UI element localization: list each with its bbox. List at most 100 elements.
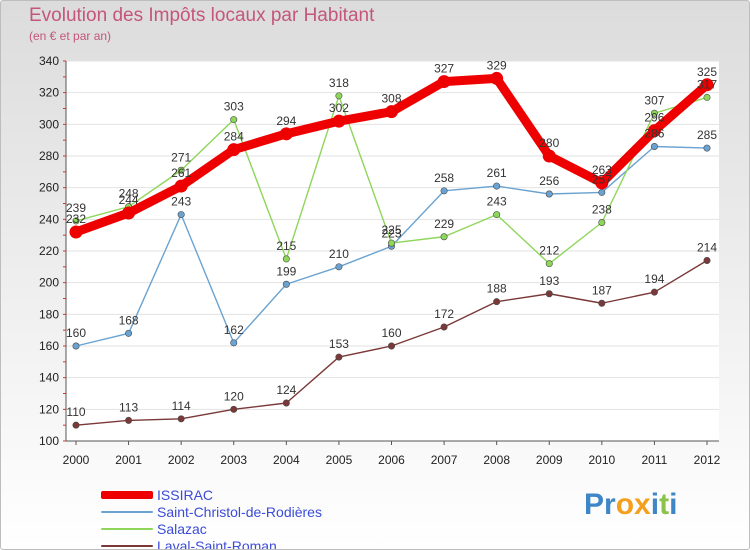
data-point [72, 217, 80, 225]
data-label: 258 [434, 171, 454, 185]
y-tick-label: 180 [39, 307, 59, 321]
data-point [335, 353, 343, 361]
data-point [177, 166, 185, 174]
data-label: 318 [329, 76, 349, 90]
data-label: 244 [119, 193, 139, 207]
legend-swatch [101, 491, 153, 499]
data-label: 114 [172, 399, 191, 413]
data-point [282, 399, 290, 407]
data-label: 210 [329, 247, 349, 261]
data-point [387, 239, 395, 247]
data-label: 280 [539, 136, 559, 150]
data-label: 215 [276, 239, 296, 253]
y-tick-label: 120 [39, 402, 59, 416]
data-point [72, 342, 80, 350]
data-label: 160 [381, 326, 401, 340]
data-point [282, 255, 290, 263]
data-point [174, 179, 188, 193]
x-tick-label: 2008 [483, 453, 510, 467]
data-point [703, 93, 711, 101]
data-point [387, 342, 395, 350]
logo-letter: i [669, 488, 678, 521]
x-tick-label: 2001 [115, 453, 142, 467]
x-tick-label: 2012 [694, 453, 721, 467]
x-tick-label: 2003 [220, 453, 247, 467]
data-label: 329 [487, 58, 507, 72]
data-point [227, 143, 241, 157]
x-tick-label: 2005 [326, 453, 353, 467]
data-label: 238 [592, 203, 612, 217]
data-point [542, 149, 556, 163]
data-label: 308 [381, 92, 401, 106]
x-tick-label: 2009 [536, 453, 563, 467]
data-point [545, 260, 553, 268]
data-point [69, 225, 83, 239]
data-label: 239 [66, 201, 86, 215]
data-label: 294 [276, 114, 296, 128]
data-label: 194 [644, 272, 664, 286]
legend-swatch [101, 545, 153, 547]
data-label: 261 [171, 166, 191, 180]
data-label: 113 [119, 400, 138, 414]
y-tick-label: 100 [39, 434, 59, 448]
legend-label: Salazac [157, 521, 207, 537]
x-tick-label: 2004 [273, 453, 300, 467]
data-point [598, 188, 606, 196]
data-label: 285 [697, 128, 717, 142]
data-label: 307 [644, 93, 664, 107]
data-point [493, 182, 501, 190]
data-label: 212 [539, 244, 559, 258]
data-label: 257 [592, 172, 612, 186]
data-point [335, 263, 343, 271]
proxiti-logo: Proxiti [584, 488, 677, 522]
data-label: 302 [329, 101, 349, 115]
data-point [335, 92, 343, 100]
legend-swatch [101, 528, 153, 530]
y-tick-label: 340 [39, 54, 59, 68]
x-tick-label: 2000 [63, 453, 90, 467]
data-label: 172 [434, 307, 454, 321]
data-label: 296 [644, 111, 664, 125]
logo-letter: r [604, 488, 616, 521]
data-point [490, 71, 504, 85]
data-point [440, 233, 448, 241]
data-point [650, 109, 658, 117]
data-point [230, 339, 238, 347]
data-point [332, 114, 346, 128]
data-label: 153 [329, 337, 349, 351]
data-label: 256 [539, 174, 559, 188]
data-point [598, 299, 606, 307]
data-label: 168 [119, 313, 139, 327]
data-label: 187 [592, 283, 612, 297]
data-label: 248 [119, 187, 139, 201]
y-tick-label: 140 [39, 371, 59, 385]
x-tick-label: 2006 [378, 453, 405, 467]
data-label: 124 [276, 383, 296, 397]
data-label: 214 [697, 241, 717, 255]
data-label: 229 [434, 217, 454, 231]
data-label: 225 [381, 223, 401, 237]
data-label: 188 [487, 282, 507, 296]
legend-label: ISSIRAC [157, 487, 214, 503]
x-tick-label: 2007 [431, 453, 458, 467]
data-point [545, 290, 553, 298]
data-point [440, 323, 448, 331]
data-label: 317 [697, 77, 717, 91]
data-point [545, 190, 553, 198]
data-point [650, 288, 658, 296]
legend-label: Saint-Christol-de-Rodières [157, 504, 322, 520]
data-point [493, 211, 501, 219]
data-point [647, 124, 661, 138]
data-point [230, 405, 238, 413]
data-label: 120 [224, 389, 244, 403]
x-tick-label: 2010 [588, 453, 615, 467]
data-label: 110 [66, 405, 85, 419]
data-label: 261 [487, 166, 507, 180]
data-point [703, 144, 711, 152]
x-tick-label: 2011 [642, 453, 668, 467]
y-tick-label: 200 [39, 276, 59, 290]
logo-letter: P [584, 488, 605, 521]
y-tick-label: 300 [39, 117, 59, 131]
data-point [700, 78, 714, 92]
